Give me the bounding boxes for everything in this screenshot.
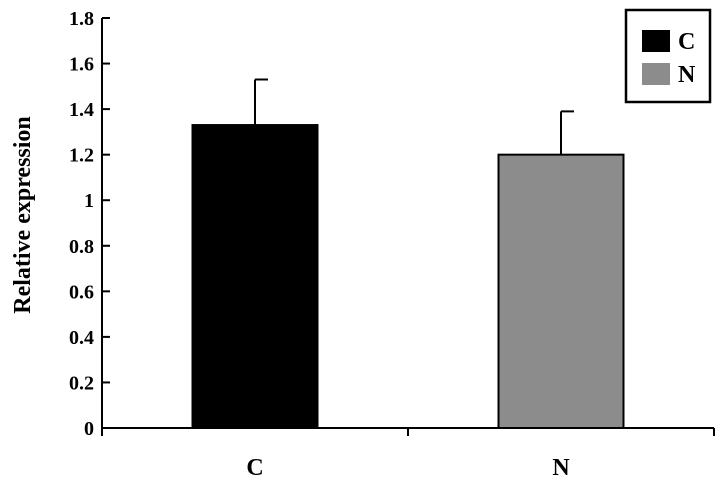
legend-label: C [678,29,695,55]
y-tick-label: 1.8 [69,8,94,30]
y-axis-title: Relative expression [10,116,36,314]
bar-C [191,124,319,430]
legend-swatch [642,63,670,85]
legend-label: N [678,62,696,88]
y-tick-label: 0.2 [69,372,94,394]
y-tick-label: 0.4 [69,327,94,349]
legend: CN [624,8,712,104]
x-tick-label: N [552,455,570,481]
y-axis: 0 0.2 0.4 0.6 0.8 1 1.2 1.4 1.6 1.8 [69,8,110,440]
y-tick-label: 1.6 [69,54,94,76]
y-tick-label: 0.6 [69,281,94,303]
bar-series [191,78,625,430]
y-tick-label: 1 [84,190,94,212]
legend-swatch [642,30,670,52]
y-tick-label: 1.2 [69,145,94,167]
x-tick-label: C [246,455,263,481]
y-tick-label: 1.4 [69,99,94,121]
y-tick-label: 0 [84,418,94,440]
y-tick-label: 0.8 [69,236,94,258]
bar-N [497,153,625,430]
legend-frame [624,8,712,104]
